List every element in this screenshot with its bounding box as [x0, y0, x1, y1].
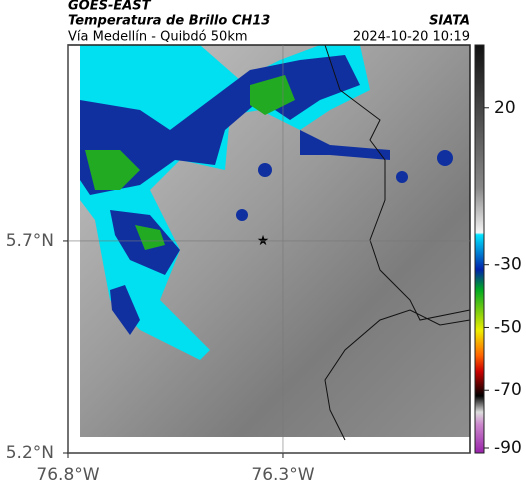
colorbar: [474, 44, 485, 454]
satellite: GOES-EAST: [68, 0, 152, 14]
colorbar-tick-label: -70: [494, 380, 522, 400]
satellite-image: ★: [68, 44, 471, 453]
colorbar-tick-label: -30: [494, 255, 522, 275]
source: SIATA: [429, 14, 470, 29]
x-tick-label: 76.8°W: [36, 465, 99, 485]
title: Temperatura de Brillo CH13: [68, 14, 270, 29]
x-tick-label: 76.3°W: [251, 465, 314, 485]
subtitle: Vía Medellín - Quibdó 50km: [68, 30, 248, 45]
colorbar-tick-label: -50: [494, 317, 522, 337]
colorbar-tick-label: -90: [494, 438, 522, 458]
y-tick-label: 5.2°N: [6, 443, 54, 463]
datetime: 2024-10-20 10:19: [353, 30, 470, 45]
colorbar-tick-label: 20: [494, 98, 516, 118]
y-tick-label: 5.7°N: [6, 231, 54, 251]
